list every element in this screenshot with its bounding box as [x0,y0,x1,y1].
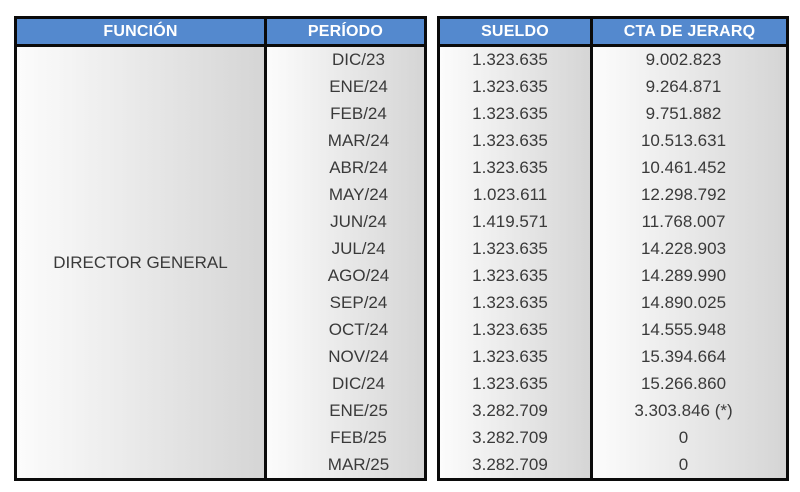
periodo-cell: ENE/25 [329,400,388,420]
cta-cell: 11.768.007 [641,212,726,232]
cta-cell: 0 [678,454,689,474]
periodo-cell: DIC/24 [332,373,385,393]
sueldo-cell: 1.323.635 [472,239,548,259]
sueldo-cell: 1.323.635 [472,77,548,97]
periodo-cell: ABR/24 [329,158,388,178]
funcion-header: FUNCIÓN [17,19,264,47]
periodo-cell: SEP/24 [329,292,388,312]
sueldo-cell: 3.282.709 [472,400,548,420]
periodo-cell: OCT/24 [328,319,389,339]
periodo-cell: MAY/24 [328,185,389,205]
cta-cell: 14.890.025 [640,292,727,312]
cta-cell: 3.303.846 (*) [634,400,733,420]
periodo-header: PERÍODO [267,19,424,47]
sueldo-cell: 1.323.635 [472,104,548,124]
periodo-cell: JUN/24 [330,212,387,232]
periodo-cell: NOV/24 [328,346,389,366]
periodo-cell: JUL/24 [331,239,386,259]
funcion-column-body: DIRECTOR GENERAL [17,47,264,478]
cta-cell: 14.289.990 [640,265,727,285]
cta-cell: 14.228.903 [640,239,727,259]
periodo-cell: DIC/23 [332,50,385,70]
cta-header: CTA DE JERARQ [593,19,786,47]
sueldo-cell: 1.323.635 [472,50,548,70]
sueldo-column: SUELDO 1.323.635 1.323.635 1.323.635 1.323.… [440,19,593,478]
sueldo-cell: 3.282.709 [472,454,548,474]
cta-cell: 9.751.882 [645,104,722,124]
sueldo-cell: 1.323.635 [472,346,548,366]
funcion-column: FUNCIÓN DIRECTOR GENERAL [17,19,267,478]
sueldo-cell: 1.323.635 [472,373,548,393]
cta-cell: 10.461.452 [640,158,727,178]
cta-column-body: 9.002.823 9.264.871 9.751.882 10.513.631 10.… [593,47,786,478]
periodo-cell: FEB/24 [330,104,387,124]
cta-cell: 12.298.792 [640,185,727,205]
periodo-cell: MAR/25 [327,454,390,474]
periodo-cell: MAR/24 [327,131,390,151]
cta-column: CTA DE JERARQ 9.002.823 9.264.871 9.751.88… [593,19,786,478]
sueldo-cell: 3.282.709 [472,427,548,447]
cta-cell: 9.264.871 [645,77,722,97]
cta-cell: 15.266.860 [640,373,727,393]
cta-cell: 10.513.631 [640,131,727,151]
funcion-value-cell: DIRECTOR GENERAL [53,252,228,272]
cta-cell: 9.002.823 [645,50,722,70]
sueldo-cell: 1.023.611 [472,185,548,205]
periodo-cell: AGO/24 [327,265,390,285]
sueldo-cell: 1.419.571 [472,212,548,232]
sueldo-cell: 1.323.635 [472,292,548,312]
cta-cell: 14.555.948 [640,319,727,339]
sueldo-cta-table: SUELDO 1.323.635 1.323.635 1.323.635 1.323.… [437,16,789,481]
sueldo-cell: 1.323.635 [472,131,548,151]
funcion-periodo-table: FUNCIÓN DIRECTOR GENERAL PERÍODO DIC/23 E… [14,16,427,481]
sueldo-column-body: 1.323.635 1.323.635 1.323.635 1.323.635 1.32… [440,47,590,478]
sueldo-cell: 1.323.635 [472,158,548,178]
sueldo-header: SUELDO [440,19,590,47]
cta-cell: 15.394.664 [640,346,727,366]
sueldo-cell: 1.323.635 [472,265,548,285]
cta-cell: 0 [678,427,689,447]
periodo-column: PERÍODO DIC/23 ENE/24 FEB/24 MAR/24 ABR/24 MA… [267,19,424,478]
periodo-cell: ENE/24 [329,77,388,97]
sueldo-cell: 1.323.635 [472,319,548,339]
periodo-column-body: DIC/23 ENE/24 FEB/24 MAR/24 ABR/24 MAY/24 JUN/… [267,47,424,478]
periodo-cell: FEB/25 [330,427,387,447]
